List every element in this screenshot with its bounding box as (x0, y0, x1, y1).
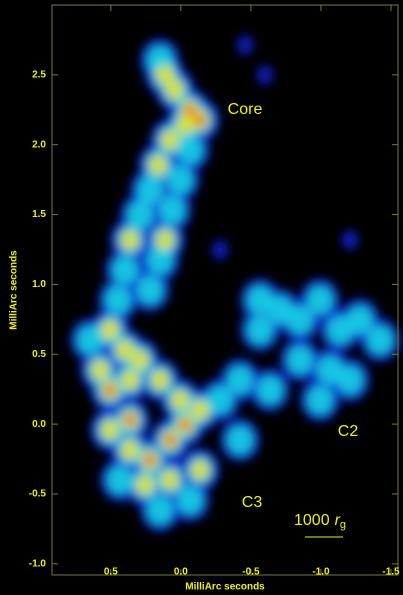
emission-blob (127, 200, 153, 230)
emission-blob (171, 390, 189, 410)
emission-blob (227, 365, 253, 395)
x-tick-label: 0.0 (174, 567, 188, 578)
emission-blob (125, 414, 135, 426)
y-tick-label: -1.0 (29, 558, 47, 569)
y-tick-label: 2.0 (32, 139, 46, 150)
emission-blob (287, 345, 313, 375)
emission-blob (257, 375, 283, 405)
emission-blob (77, 325, 103, 355)
x-tick-label: 0.5 (104, 567, 118, 578)
emission-blob (161, 470, 179, 490)
emission-blob (342, 230, 358, 250)
emission-blob (307, 385, 333, 415)
emission-blob (247, 285, 273, 315)
emission-blob (317, 355, 343, 385)
annotation: C3 (242, 494, 263, 511)
y-tick-label: 1.5 (32, 209, 46, 220)
emission-blob (116, 340, 134, 360)
emission-blob (367, 325, 393, 355)
emission-blob (337, 365, 363, 395)
y-tick-label: 1.0 (32, 279, 46, 290)
emission-blob (185, 104, 195, 116)
emission-blob (107, 465, 133, 495)
emission-blob (136, 475, 154, 495)
emission-map (70, 35, 400, 532)
emission-blob (227, 425, 253, 455)
emission-blob (257, 65, 273, 85)
emission-blob (121, 230, 139, 250)
emission-blob (191, 400, 209, 420)
annotation: Core (228, 101, 263, 118)
emission-blob (161, 130, 179, 150)
emission-blob (101, 420, 119, 440)
emission-blob (137, 175, 163, 205)
x-axis-label: MilliArc seconds (185, 582, 265, 593)
emission-blob (166, 80, 184, 100)
emission-blob (167, 165, 193, 195)
emission-blob (137, 275, 163, 305)
emission-blob (207, 385, 233, 415)
emission-blob (156, 230, 174, 250)
emission-blob (121, 440, 139, 460)
y-tick-label: 0.0 (32, 419, 46, 430)
emission-blob (149, 155, 167, 175)
emission-blob (105, 285, 131, 315)
emission-blob (267, 295, 293, 325)
emission-blob (237, 35, 253, 55)
emission-blob (307, 285, 333, 315)
y-axis-label: MilliArc seconds (9, 250, 20, 330)
emission-blob (180, 419, 190, 431)
emission-blob (347, 305, 373, 335)
emission-blob (159, 195, 185, 225)
emission-blob (177, 485, 203, 515)
emission-blob (131, 350, 149, 370)
y-tick-label: -0.5 (29, 489, 47, 500)
emission-blob (147, 245, 173, 275)
y-tick-label: 2.5 (32, 69, 46, 80)
emission-blob (101, 320, 119, 340)
emission-blob (195, 114, 205, 126)
emission-blob (176, 115, 194, 135)
scale-unit: r (335, 512, 341, 529)
plot-frame (51, 4, 399, 576)
emission-blob (327, 315, 353, 345)
scale-length: 1000 (294, 512, 330, 529)
scale-bar-label: 1000 rg (294, 512, 346, 531)
emission-blob (145, 454, 155, 466)
emission-blob (91, 360, 109, 380)
x-tick-label: -1.5 (382, 567, 400, 578)
emission-blob (212, 240, 228, 260)
annotation: C2 (338, 423, 359, 440)
y-tick-label: 0.5 (32, 349, 46, 360)
emission-blob (147, 495, 173, 525)
emission-blob (165, 434, 175, 446)
emission-blob (156, 65, 174, 85)
emission-blob (287, 305, 313, 335)
emission-blob (191, 460, 209, 480)
emission-blob (247, 315, 273, 345)
x-tick-label: -0.5 (242, 567, 260, 578)
emission-blob (177, 135, 203, 165)
emission-blob (112, 255, 138, 285)
scale-unit-subscript: g (340, 519, 346, 531)
emission-blob (151, 370, 169, 390)
x-tick-label: -1.0 (312, 567, 330, 578)
emission-blob (105, 384, 115, 396)
emission-blob (121, 370, 139, 390)
